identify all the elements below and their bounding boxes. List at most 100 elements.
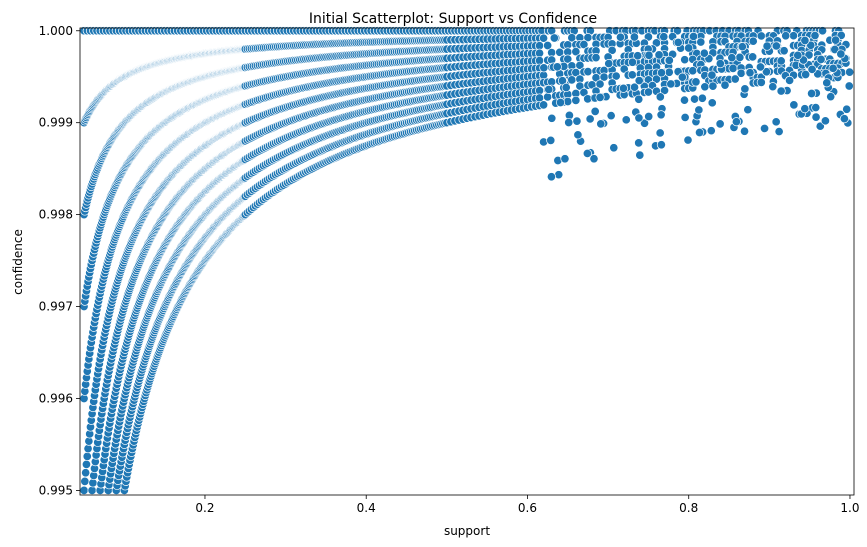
data-point — [549, 33, 559, 43]
data-point — [699, 48, 709, 58]
data-point — [571, 95, 581, 105]
data-point — [688, 31, 699, 42]
data-point — [740, 84, 750, 94]
data-point — [79, 485, 89, 495]
data-point — [81, 468, 91, 478]
data-point — [756, 77, 766, 87]
data-point — [730, 74, 740, 84]
data-point — [816, 54, 826, 64]
data-point — [560, 154, 570, 164]
data-point — [643, 87, 653, 97]
x-tick-label: 0.4 — [357, 501, 376, 515]
data-point — [87, 485, 97, 495]
data-point — [811, 112, 821, 122]
data-point — [708, 81, 718, 91]
data-point — [720, 80, 730, 90]
data-point — [629, 32, 639, 42]
data-point — [694, 105, 704, 115]
data-point — [697, 93, 707, 103]
data-point — [707, 98, 717, 108]
data-point — [591, 53, 601, 63]
data-point — [82, 451, 92, 461]
data-point — [715, 119, 725, 129]
data-point — [83, 444, 93, 454]
data-point — [818, 26, 828, 36]
data-point — [543, 40, 553, 51]
data-point — [644, 50, 654, 60]
data-point — [659, 32, 669, 42]
plot-area — [79, 26, 855, 496]
data-point — [844, 81, 854, 91]
data-point — [596, 119, 606, 129]
data-point — [793, 50, 803, 60]
data-point — [654, 50, 664, 60]
y-axis-ticks: 0.995 0.996 0.997 0.998 0.999 1.000 — [39, 24, 80, 497]
data-point — [707, 70, 717, 80]
y-axis-label: confidence — [11, 229, 25, 295]
y-tick-label: 0.998 — [39, 208, 73, 222]
data-point — [571, 47, 581, 57]
x-tick-label: 1.0 — [840, 501, 859, 515]
data-point — [739, 126, 750, 136]
data-point — [743, 105, 753, 115]
data-point — [789, 100, 799, 110]
data-point — [546, 172, 556, 182]
data-point — [788, 31, 799, 41]
data-point — [539, 63, 549, 73]
x-tick-label: 0.6 — [518, 501, 537, 515]
data-point — [595, 92, 605, 102]
data-point — [634, 138, 644, 148]
data-point — [748, 52, 758, 62]
data-point — [664, 55, 674, 65]
data-point — [567, 75, 577, 85]
data-point — [585, 114, 595, 124]
data-point — [615, 32, 626, 42]
data-point — [728, 63, 738, 73]
data-point — [555, 97, 566, 108]
data-point — [684, 43, 694, 53]
data-point — [607, 45, 617, 55]
data-point — [672, 26, 682, 36]
data-point — [677, 72, 687, 82]
data-point — [583, 67, 593, 77]
data-point — [771, 41, 781, 51]
data-point — [688, 66, 698, 76]
data-point — [543, 92, 553, 102]
data-point — [664, 67, 674, 77]
data-point — [828, 63, 838, 73]
data-point — [831, 35, 841, 45]
data-point — [627, 70, 637, 80]
data-point — [690, 94, 700, 104]
y-tick-label: 0.995 — [39, 483, 73, 497]
chart-title: Initial Scatterplot: Support vs Confiden… — [309, 11, 597, 27]
data-point — [820, 116, 830, 126]
y-tick-label: 0.996 — [39, 391, 73, 405]
data-point — [691, 77, 701, 87]
data-point — [680, 112, 690, 122]
data-point — [800, 104, 810, 114]
data-point — [845, 67, 855, 77]
data-point — [552, 62, 562, 72]
data-point — [748, 36, 758, 46]
data-point — [727, 53, 737, 63]
data-point — [627, 57, 638, 67]
data-point — [539, 100, 549, 110]
data-point — [737, 42, 747, 52]
data-point — [800, 35, 810, 46]
data-point — [768, 82, 778, 92]
data-point — [621, 115, 631, 125]
data-point — [590, 106, 600, 116]
data-point — [807, 88, 817, 99]
x-tick-label: 0.2 — [195, 501, 214, 515]
data-point — [579, 39, 589, 50]
data-point — [694, 127, 705, 138]
data-point — [635, 150, 645, 160]
x-axis-ticks: 0.2 0.4 0.6 0.8 1.0 — [195, 495, 860, 515]
data-point — [822, 78, 832, 88]
data-point — [618, 83, 629, 93]
data-point — [609, 143, 619, 153]
data-point — [561, 82, 571, 93]
y-tick-label: 1.000 — [39, 24, 73, 38]
data-point — [779, 46, 789, 56]
